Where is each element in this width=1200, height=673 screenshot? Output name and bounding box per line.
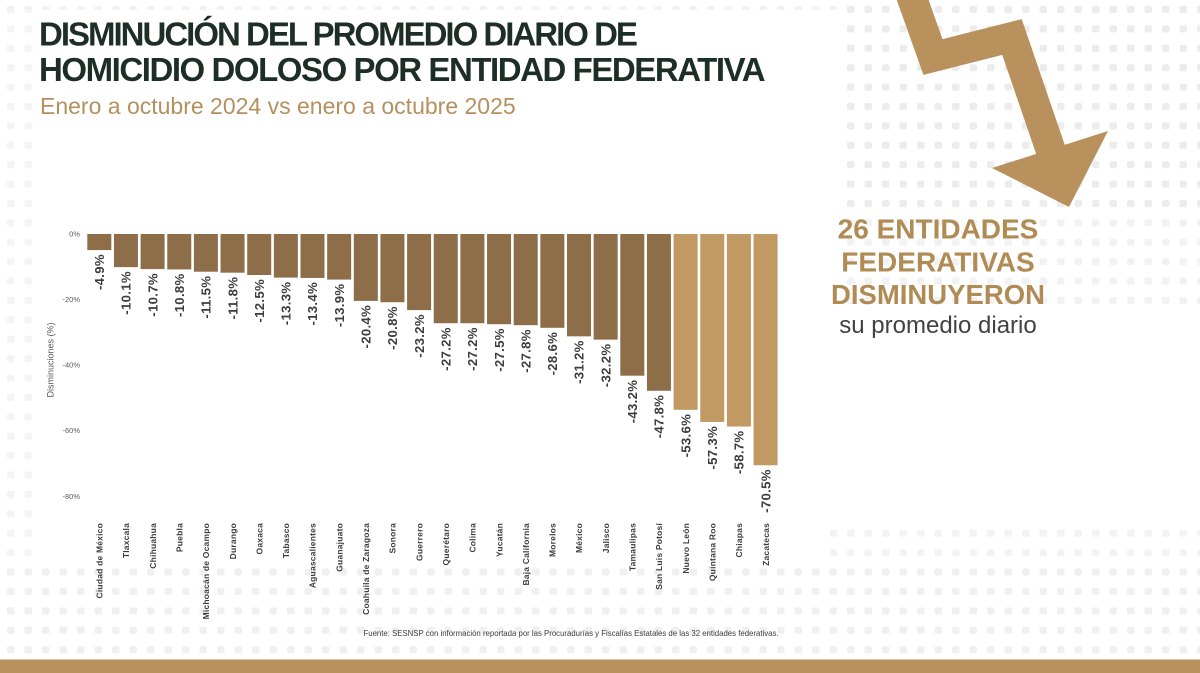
svg-text:Sonora: Sonora [388,523,398,554]
svg-text:Puebla: Puebla [174,523,184,552]
svg-text:-40%: -40% [62,361,80,370]
svg-text:su promedio diario: su promedio diario [839,312,1036,339]
svg-text:Querétaro: Querétaro [441,523,451,565]
svg-text:México: México [574,523,584,553]
svg-text:-43.2%: -43.2% [625,380,640,424]
svg-text:Chiapas: Chiapas [734,523,744,558]
svg-text:-10.8%: -10.8% [172,273,187,317]
svg-text:Tabasco: Tabasco [281,523,291,558]
svg-text:-10.7%: -10.7% [145,273,160,317]
svg-text:Nuevo León: Nuevo León [681,523,691,574]
svg-text:-20.4%: -20.4% [359,305,374,349]
svg-text:DISMINUYERON: DISMINUYERON [831,279,1045,310]
svg-text:-20%: -20% [62,295,80,304]
svg-text:Tamaulipas: Tamaulipas [628,523,638,571]
svg-text:-11.8%: -11.8% [225,277,240,320]
svg-text:-13.9%: -13.9% [332,284,347,328]
svg-text:FEDERATIVAS: FEDERATIVAS [841,246,1034,277]
svg-text:Fuente: SESNSP con información: Fuente: SESNSP con información reportada… [363,629,778,638]
svg-text:Jalisco: Jalisco [601,523,611,553]
svg-text:Quintana Roo: Quintana Roo [707,523,717,581]
svg-text:-11.5%: -11.5% [199,276,214,319]
svg-text:Tlaxcala: Tlaxcala [121,523,131,558]
svg-text:-20.8%: -20.8% [385,306,400,350]
svg-text:-58.7%: -58.7% [732,431,747,475]
svg-text:-53.6%: -53.6% [678,414,693,458]
svg-text:Oaxaca: Oaxaca [254,523,264,555]
svg-text:-47.8%: -47.8% [652,395,667,439]
svg-text:26 ENTIDADES: 26 ENTIDADES [838,214,1039,245]
svg-text:-13.4%: -13.4% [305,282,320,326]
svg-text:-27.2%: -27.2% [438,327,453,371]
svg-text:-4.9%: -4.9% [92,254,107,290]
svg-text:Durango: Durango [228,523,238,559]
svg-text:-31.2%: -31.2% [572,340,587,384]
svg-text:-12.5%: -12.5% [252,279,267,323]
svg-text:Coahuila de Zaragoza: Coahuila de Zaragoza [361,523,371,615]
svg-text:Guerrero: Guerrero [414,523,424,561]
svg-text:-27.2%: -27.2% [465,327,480,371]
svg-text:Morelos: Morelos [548,523,558,557]
svg-text:Guanajuato: Guanajuato [334,523,344,572]
svg-text:0%: 0% [69,230,80,239]
svg-text:DISMINUCIÓN DEL PROMEDIO DIARI: DISMINUCIÓN DEL PROMEDIO DIARIO DE [39,16,637,53]
svg-text:-10.1%: -10.1% [119,271,134,315]
svg-text:-13.3%: -13.3% [279,282,294,326]
svg-text:-80%: -80% [62,492,80,501]
svg-text:Disminuciones (%): Disminuciones (%) [46,322,56,397]
svg-text:-23.2%: -23.2% [412,314,427,358]
svg-text:-70.5%: -70.5% [758,469,773,513]
svg-text:Chihuahua: Chihuahua [148,523,158,569]
svg-text:-32.2%: -32.2% [598,344,613,388]
svg-text:San Luis Potosí: San Luis Potosí [654,523,664,590]
svg-text:HOMICIDIO DOLOSO POR ENTIDAD F: HOMICIDIO DOLOSO POR ENTIDAD FEDERATIVA [39,51,765,88]
svg-text:Ciudad de México: Ciudad de México [95,523,105,598]
svg-text:-60%: -60% [62,426,80,435]
svg-text:-28.6%: -28.6% [545,332,560,376]
svg-text:Enero a octubre 2024 vs enero: Enero a octubre 2024 vs enero a octubre … [40,93,516,119]
svg-text:Michoacán de Ocampo: Michoacán de Ocampo [201,523,211,619]
svg-text:-27.8%: -27.8% [518,329,533,373]
svg-text:Yucatán: Yucatán [494,523,504,557]
svg-text:-27.5%: -27.5% [492,328,507,372]
svg-text:Aguascalientes: Aguascalientes [308,523,318,588]
svg-text:Zacatecas: Zacatecas [761,523,771,566]
svg-text:-57.3%: -57.3% [705,426,720,470]
svg-text:Colima: Colima [468,523,478,553]
svg-text:Baja California: Baja California [521,523,531,586]
